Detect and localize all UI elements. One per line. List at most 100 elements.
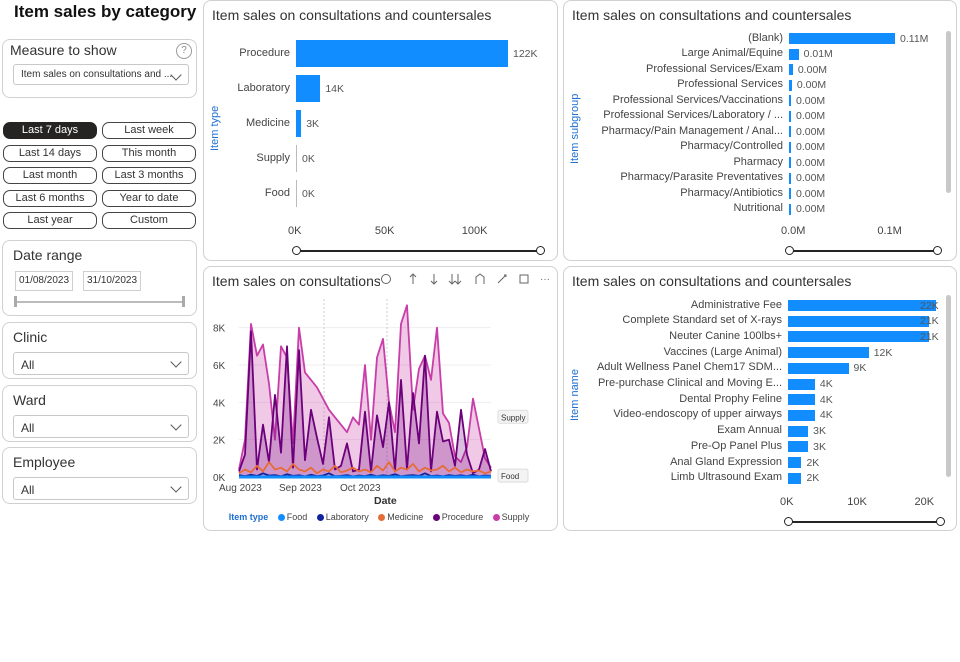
y-tick-label: 4K bbox=[213, 398, 226, 409]
bar[interactable] bbox=[296, 110, 302, 137]
category-label: Pharmacy bbox=[733, 155, 783, 168]
ward-dropdown[interactable]: All bbox=[13, 415, 189, 438]
page-title: Item sales by category bbox=[14, 2, 197, 21]
zoom-slider-track[interactable] bbox=[789, 250, 937, 252]
bar[interactable] bbox=[788, 425, 809, 437]
zoom-slider-track[interactable] bbox=[296, 250, 540, 252]
more-options-icon[interactable]: ··· bbox=[540, 274, 550, 285]
date-button-year-to-date[interactable]: Year to date bbox=[102, 189, 196, 207]
bar[interactable] bbox=[789, 203, 791, 215]
date-range-start-handle[interactable] bbox=[14, 296, 17, 307]
scrollbar[interactable] bbox=[946, 295, 951, 477]
item-type-chart[interactable]: Item sales on consultations and counters… bbox=[203, 0, 558, 261]
category-label: Professional Services bbox=[677, 78, 783, 90]
bar[interactable] bbox=[296, 180, 297, 207]
legend-item-food[interactable]: Food bbox=[277, 512, 307, 522]
bar[interactable] bbox=[789, 126, 791, 137]
bar[interactable] bbox=[789, 172, 791, 184]
series-line-procedure bbox=[238, 330, 492, 475]
date-button-last-3-months[interactable]: Last 3 months bbox=[102, 167, 196, 184]
item-subgroup-chart[interactable]: Item sales on consultations and counters… bbox=[563, 0, 957, 261]
arrow-up-icon[interactable] bbox=[409, 273, 417, 284]
bar[interactable] bbox=[296, 145, 297, 172]
category-label: Complete Standard set of X-rays bbox=[622, 314, 782, 327]
item-name-chart[interactable]: Item sales on consultations and counters… bbox=[563, 266, 957, 531]
focus-mode-icon[interactable] bbox=[519, 274, 529, 284]
date-button-last-year[interactable]: Last year bbox=[3, 212, 97, 229]
pin-icon[interactable] bbox=[497, 274, 507, 284]
data-label: 3K bbox=[306, 117, 320, 130]
bar[interactable] bbox=[788, 315, 930, 327]
category-label: Neuter Canine 100lbs+ bbox=[669, 329, 782, 342]
bar[interactable] bbox=[789, 64, 793, 75]
date-button-last-7-days[interactable]: Last 7 days bbox=[3, 122, 97, 139]
zoom-slider-end-handle[interactable] bbox=[936, 517, 945, 526]
bar[interactable] bbox=[788, 347, 869, 359]
legend-item-procedure[interactable]: Procedure bbox=[432, 512, 483, 522]
legend-item-laboratory[interactable]: Laboratory bbox=[316, 512, 369, 522]
bar[interactable] bbox=[788, 300, 936, 311]
bar[interactable] bbox=[789, 157, 791, 168]
zoom-slider-start-handle[interactable] bbox=[292, 246, 301, 255]
bar[interactable] bbox=[788, 472, 802, 484]
legend-item-medicine[interactable]: Medicine bbox=[378, 512, 423, 522]
date-range-end-handle[interactable] bbox=[182, 296, 185, 307]
arrow-down-icon[interactable] bbox=[430, 274, 438, 285]
employee-dropdown[interactable]: All bbox=[13, 477, 189, 500]
bar[interactable] bbox=[789, 188, 791, 199]
sales-over-time-chart[interactable]: Item sales on consultations and counters… bbox=[203, 266, 558, 531]
bar[interactable] bbox=[296, 40, 508, 67]
date-button-last-week[interactable]: Last week bbox=[102, 122, 196, 139]
zoom-slider-end-handle[interactable] bbox=[933, 246, 942, 255]
bar[interactable] bbox=[788, 409, 815, 421]
bar[interactable] bbox=[788, 362, 849, 374]
bar[interactable] bbox=[789, 141, 791, 153]
data-label: 3K bbox=[813, 440, 827, 453]
bar[interactable] bbox=[789, 110, 791, 122]
category-label: Dental Prophy Feline bbox=[679, 392, 782, 405]
expand-all-icon[interactable] bbox=[448, 274, 462, 285]
drill-down-icon[interactable] bbox=[475, 273, 485, 284]
zoom-slider-start-handle[interactable] bbox=[784, 517, 793, 526]
help-icon[interactable]: ? bbox=[176, 43, 192, 59]
bar[interactable] bbox=[788, 441, 809, 453]
date-end-input[interactable]: 31/10/2023 bbox=[83, 271, 141, 291]
measure-label: Measure to show bbox=[10, 42, 117, 58]
zoom-slider-track[interactable] bbox=[788, 521, 940, 523]
bar[interactable] bbox=[788, 378, 815, 390]
date-button-last-14-days[interactable]: Last 14 days bbox=[3, 144, 97, 162]
bar[interactable] bbox=[788, 457, 802, 468]
date-start-input[interactable]: 01/08/2023 bbox=[15, 271, 73, 291]
bar[interactable] bbox=[789, 33, 895, 44]
bar[interactable] bbox=[788, 331, 930, 343]
x-tick-label: 0K bbox=[288, 225, 302, 237]
bar[interactable] bbox=[789, 48, 799, 60]
zoom-slider-end-handle[interactable] bbox=[536, 246, 545, 255]
zoom-slider-start-handle[interactable] bbox=[785, 246, 794, 255]
category-label: Pre-Op Panel Plus bbox=[690, 439, 782, 452]
bar[interactable] bbox=[788, 394, 815, 406]
x-axis-title: Date bbox=[374, 495, 397, 507]
series-area-supply bbox=[239, 305, 491, 477]
data-label: 0.00M bbox=[796, 110, 826, 122]
series-end-label: Food bbox=[501, 472, 519, 481]
category-label: Video-endoscopy of upper airways bbox=[613, 408, 782, 421]
date-button-custom[interactable]: Custom bbox=[102, 212, 196, 229]
bar[interactable] bbox=[296, 75, 321, 102]
legend-item-supply[interactable]: Supply bbox=[492, 512, 529, 522]
scrollbar[interactable] bbox=[946, 31, 951, 193]
data-label: 0K bbox=[302, 187, 315, 200]
chart-title: Item sales on consultations and counters… bbox=[572, 273, 852, 289]
chevron-down-icon bbox=[170, 356, 182, 368]
measure-dropdown[interactable]: Item sales on consultations and ... bbox=[13, 64, 189, 85]
date-range-label: Date range bbox=[13, 247, 83, 263]
x-tick-label: 0.1M bbox=[877, 225, 902, 237]
bar[interactable] bbox=[789, 79, 792, 91]
series-line-medicine bbox=[238, 461, 492, 475]
date-button-last-month[interactable]: Last month bbox=[3, 167, 97, 184]
date-button-this-month[interactable]: This month bbox=[102, 144, 196, 162]
help-icon[interactable] bbox=[381, 274, 391, 284]
clinic-dropdown[interactable]: All bbox=[13, 352, 189, 375]
date-button-last-6-months[interactable]: Last 6 months bbox=[3, 189, 97, 207]
bar[interactable] bbox=[789, 95, 791, 106]
